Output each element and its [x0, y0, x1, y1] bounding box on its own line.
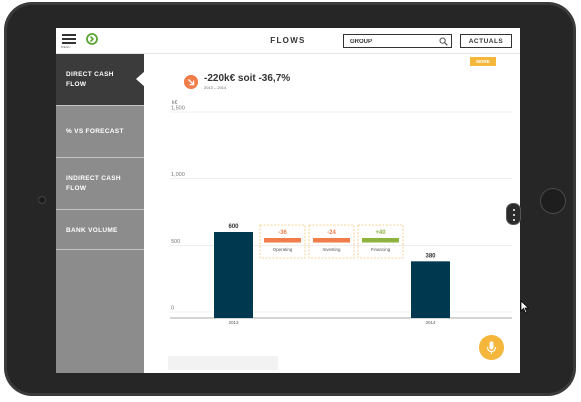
brand-logo-icon — [86, 33, 98, 45]
bottom-placeholder — [168, 356, 278, 370]
actuals-button[interactable]: ACTUALS — [460, 34, 512, 48]
top-bar: MENU FLOWS ACTUALS — [56, 28, 520, 54]
step-bar-operating — [264, 238, 301, 243]
step-name-label: Investing — [322, 247, 341, 252]
microphone-icon[interactable] — [479, 335, 504, 360]
x-tick-label: 2014 — [425, 320, 436, 325]
sidebar-item-label: FLOW — [66, 81, 87, 88]
vertical-dots-icon[interactable] — [506, 203, 521, 225]
cursor-icon — [520, 300, 530, 314]
active-indicator — [136, 71, 145, 87]
y-tick-label: 0 — [171, 306, 174, 312]
step-box-operating — [259, 224, 306, 259]
sidebar-item-indirect-cash-flow[interactable]: INDIRECT CASH FLOW — [56, 158, 144, 210]
main-content: MORE -220k€ soit -36,7% 2013 – 2014 k€ 0… — [144, 54, 520, 373]
sidebar-item-label: % VS FORECAST — [66, 128, 124, 135]
step-box-financing — [357, 224, 404, 259]
sidebar-item-label: FLOW — [66, 185, 87, 192]
bar-value-label: 380 — [425, 253, 436, 259]
step-name-label: Operating — [273, 247, 293, 252]
search-box[interactable] — [343, 34, 452, 48]
step-name-label: Financing — [371, 247, 391, 252]
waterfall-chart: 0 500 1,000 1,500 600 2013 380 2014 -36 Operating… — [170, 106, 512, 325]
step-box-investing — [308, 224, 355, 259]
sidebar-item-label: BANK VOLUME — [66, 227, 118, 234]
sidebar-item-bank-volume[interactable]: BANK VOLUME — [56, 210, 144, 250]
more-button[interactable]: MORE — [470, 57, 496, 66]
step-bar-financing — [362, 238, 399, 243]
camera-icon — [38, 196, 46, 204]
step-value-label: -24 — [327, 230, 336, 236]
menu-label: MENU — [61, 45, 71, 49]
arrow-down-right-icon — [184, 75, 198, 89]
sidebar-item-vs-forecast[interactable]: % VS FORECAST — [56, 106, 144, 158]
bar-2014 — [411, 261, 450, 318]
y-tick-label: 1,000 — [171, 172, 185, 178]
sidebar-item-label: INDIRECT CASH — [66, 175, 121, 182]
variance-period: 2013 – 2014 — [204, 85, 227, 90]
sidebar-item-label: DIRECT CASH — [66, 71, 114, 78]
app-screen: MENU FLOWS ACTUALS DIRECT CASH FLOW % VS… — [56, 28, 520, 373]
step-value-label: -36 — [278, 230, 287, 236]
variance-title: -220k€ soit -36,7% — [204, 73, 291, 84]
search-icon[interactable] — [439, 37, 448, 46]
page-title: FLOWS — [270, 36, 306, 45]
y-tick-label: 1,500 — [171, 106, 185, 112]
search-input[interactable] — [350, 37, 436, 46]
y-tick-label: 500 — [171, 239, 180, 245]
home-button[interactable] — [540, 188, 566, 214]
bar-value-label: 600 — [228, 224, 239, 230]
step-value-label: +40 — [375, 230, 386, 236]
step-bar-investing — [313, 238, 350, 243]
y-axis-label: k€ — [172, 100, 178, 106]
bar-2013 — [214, 232, 253, 318]
x-tick-label: 2013 — [228, 320, 239, 325]
sidebar: DIRECT CASH FLOW % VS FORECAST INDIRECT … — [56, 54, 145, 373]
hamburger-icon[interactable] — [62, 34, 76, 44]
sidebar-item-direct-cash-flow[interactable]: DIRECT CASH FLOW — [56, 54, 145, 106]
